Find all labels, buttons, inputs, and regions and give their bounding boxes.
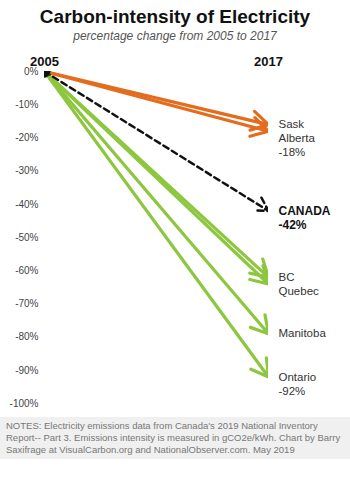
svg-text:-30%: -30%: [15, 165, 38, 176]
svg-text:-90%: -90%: [15, 365, 38, 376]
svg-text:CANADA: CANADA: [279, 204, 331, 218]
svg-text:-70%: -70%: [15, 298, 38, 309]
svg-text:-40%: -40%: [15, 199, 38, 210]
svg-text:Sask: Sask: [279, 118, 305, 130]
svg-text:Manitoba: Manitoba: [279, 327, 327, 339]
svg-text:Ontario: Ontario: [279, 371, 317, 383]
svg-text:-10%: -10%: [15, 99, 38, 110]
svg-text:-42%: -42%: [279, 218, 307, 232]
html-text:percentage change from 2005 to: percentage change from 2005 to 2017: [73, 29, 277, 43]
svg-text:Alberta: Alberta: [279, 132, 316, 144]
svg-text:2005: 2005: [30, 54, 59, 69]
svg-text:-80%: -80%: [15, 331, 38, 342]
svg-text:-20%: -20%: [15, 132, 38, 143]
svg-text:0%: 0%: [24, 65, 39, 77]
html-text:NOTES: Electricity emissions d: NOTES: Electricity emissions data from C…: [6, 420, 341, 455]
svg-text:Quebec: Quebec: [279, 285, 320, 297]
html-text:Carbon-intensity of Electricit: Carbon-intensity of Electricity: [39, 6, 311, 27]
svg-text:BC: BC: [279, 271, 295, 283]
svg-text:-92%: -92%: [279, 385, 306, 397]
svg-text:-18%: -18%: [279, 146, 306, 158]
svg-text:-100%: -100%: [10, 398, 39, 409]
svg-text:2017: 2017: [254, 54, 283, 69]
svg-text:-50%: -50%: [15, 232, 38, 243]
svg-text:-60%: -60%: [15, 265, 38, 276]
